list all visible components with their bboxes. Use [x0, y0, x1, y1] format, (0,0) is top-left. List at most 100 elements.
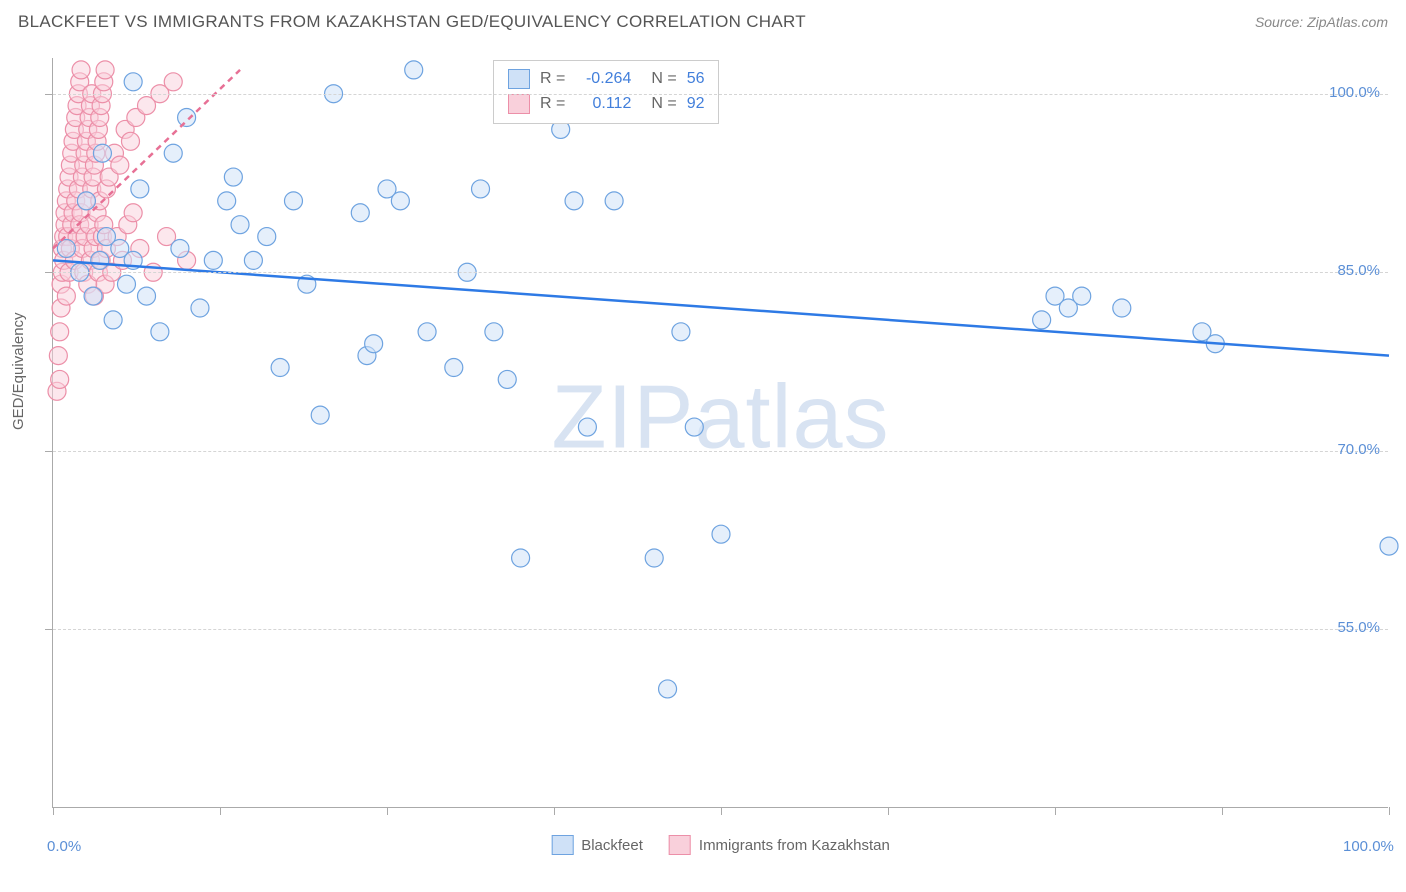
x-tick — [1389, 807, 1390, 815]
data-point — [124, 73, 142, 91]
data-point — [104, 311, 122, 329]
data-point — [124, 204, 142, 222]
stat-r-value: -0.264 — [575, 67, 631, 92]
y-tick — [45, 629, 53, 630]
y-tick-label: 55.0% — [1337, 619, 1380, 636]
scatter-plot — [53, 58, 1388, 807]
legend-label-blackfeet: Blackfeet — [581, 837, 643, 854]
data-point — [472, 180, 490, 198]
legend-bottom: Blackfeet Immigrants from Kazakhstan — [551, 835, 890, 855]
data-point — [271, 359, 289, 377]
data-point — [138, 287, 156, 305]
x-tick-label: 100.0% — [1343, 838, 1394, 855]
data-point — [485, 323, 503, 341]
legend-stats-box: R = -0.264 N = 56 R = 0.112 N = 92 — [493, 60, 719, 124]
swatch-blackfeet — [551, 835, 573, 855]
swatch-kazakhstan — [669, 835, 691, 855]
stat-r-value: 0.112 — [575, 92, 631, 117]
source-label: Source: ZipAtlas.com — [1255, 14, 1388, 30]
data-point — [77, 192, 95, 210]
data-point — [1113, 299, 1131, 317]
data-point — [151, 323, 169, 341]
data-point — [131, 180, 149, 198]
y-tick — [45, 272, 53, 273]
gridline — [53, 94, 1388, 95]
data-point — [178, 109, 196, 127]
data-point — [57, 287, 75, 305]
swatch-icon — [508, 69, 530, 89]
gridline — [53, 629, 1388, 630]
data-point — [84, 287, 102, 305]
data-point — [191, 299, 209, 317]
data-point — [498, 370, 516, 388]
x-tick — [888, 807, 889, 815]
data-point — [164, 144, 182, 162]
gridline — [53, 451, 1388, 452]
data-point — [1380, 537, 1398, 555]
x-tick — [387, 807, 388, 815]
gridline — [53, 272, 1388, 273]
data-point — [117, 275, 135, 293]
data-point — [645, 549, 663, 567]
stat-n-value: 56 — [687, 67, 705, 92]
x-tick — [721, 807, 722, 815]
y-tick-label: 70.0% — [1337, 441, 1380, 458]
swatch-icon — [508, 94, 530, 114]
data-point — [605, 192, 623, 210]
data-point — [258, 228, 276, 246]
legend-item-kazakhstan: Immigrants from Kazakhstan — [669, 835, 890, 855]
chart-title: BLACKFEET VS IMMIGRANTS FROM KAZAKHSTAN … — [18, 12, 806, 32]
y-axis-label: GED/Equivalency — [10, 312, 27, 430]
data-point — [51, 370, 69, 388]
data-point — [659, 680, 677, 698]
data-point — [49, 347, 67, 365]
data-point — [405, 61, 423, 79]
data-point — [445, 359, 463, 377]
data-point — [578, 418, 596, 436]
data-point — [171, 239, 189, 257]
stat-n-label: N = — [651, 67, 676, 92]
stat-r-label: R = — [540, 67, 565, 92]
data-point — [91, 251, 109, 269]
data-point — [311, 406, 329, 424]
data-point — [93, 144, 111, 162]
data-point — [244, 251, 262, 269]
y-tick — [45, 94, 53, 95]
stat-n-label: N = — [651, 92, 676, 117]
data-point — [365, 335, 383, 353]
data-point — [164, 73, 182, 91]
data-point — [218, 192, 236, 210]
data-point — [57, 239, 75, 257]
stat-n-value: 92 — [687, 92, 705, 117]
legend-stats-row: R = -0.264 N = 56 — [508, 67, 704, 92]
data-point — [284, 192, 302, 210]
data-point — [72, 61, 90, 79]
x-tick — [554, 807, 555, 815]
legend-item-blackfeet: Blackfeet — [551, 835, 643, 855]
data-point — [512, 549, 530, 567]
x-tick — [1055, 807, 1056, 815]
y-tick-label: 85.0% — [1337, 262, 1380, 279]
legend-label-kazakhstan: Immigrants from Kazakhstan — [699, 837, 890, 854]
y-tick — [45, 451, 53, 452]
data-point — [391, 192, 409, 210]
data-point — [231, 216, 249, 234]
stat-r-label: R = — [540, 92, 565, 117]
data-point — [565, 192, 583, 210]
data-point — [712, 525, 730, 543]
data-point — [224, 168, 242, 186]
header: BLACKFEET VS IMMIGRANTS FROM KAZAKHSTAN … — [0, 0, 1406, 40]
y-tick-label: 100.0% — [1329, 84, 1380, 101]
data-point — [204, 251, 222, 269]
data-point — [685, 418, 703, 436]
data-point — [121, 132, 139, 150]
trend-line — [53, 260, 1389, 355]
x-tick — [220, 807, 221, 815]
data-point — [1033, 311, 1051, 329]
data-point — [96, 61, 114, 79]
chart-area: ZIPatlas R =-0.264N =56R =0.112N =92 Bla… — [52, 58, 1388, 808]
x-tick-label: 0.0% — [47, 838, 81, 855]
data-point — [111, 156, 129, 174]
data-point — [418, 323, 436, 341]
data-point — [1073, 287, 1091, 305]
